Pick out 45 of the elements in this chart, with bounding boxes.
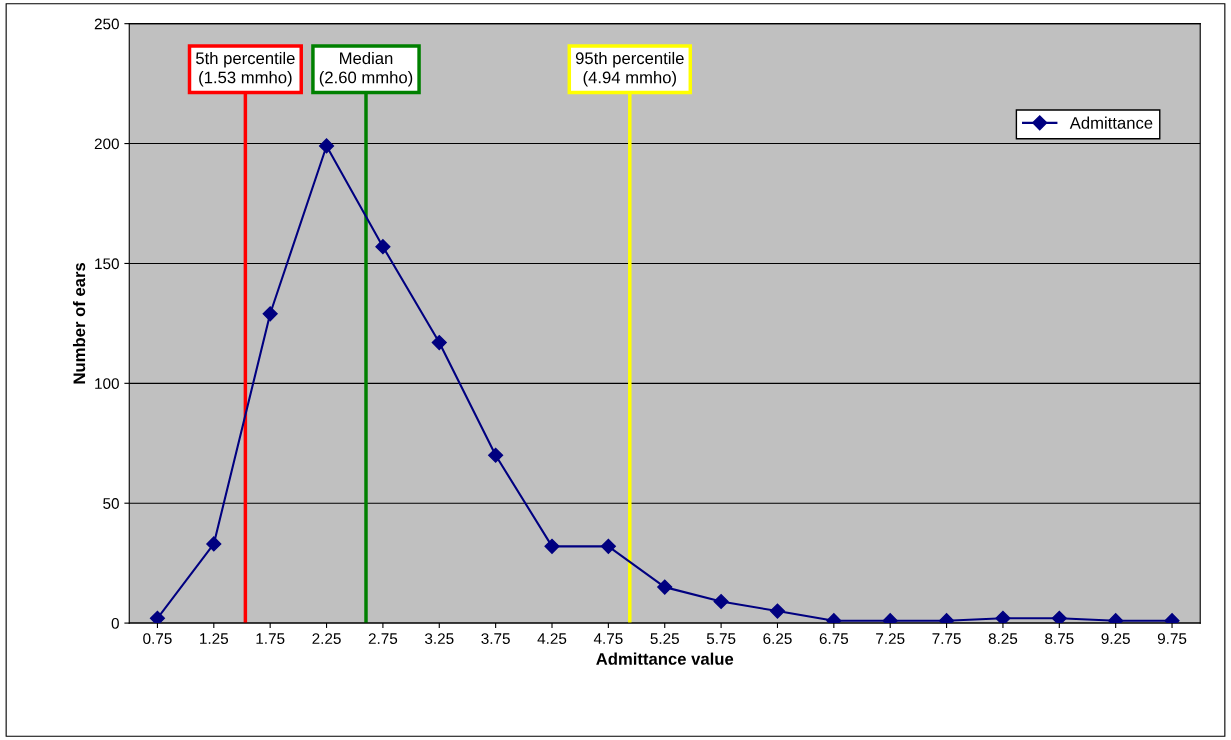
x-tick-label: 6.25 (763, 633, 792, 645)
point (206, 536, 222, 552)
x-tick-label: 8.25 (988, 633, 1018, 645)
point (1051, 610, 1067, 624)
y-tick-label: 250 (94, 18, 119, 30)
point (431, 334, 447, 351)
x-tick-label: 2.75 (368, 633, 398, 645)
x-tick-label: 9.25 (1101, 633, 1130, 645)
point (713, 593, 729, 610)
x-tick-label: 3.25 (424, 633, 454, 645)
x-tick-label: 8.75 (1045, 633, 1074, 645)
y-axis-title: Number of ears (72, 262, 86, 384)
y-tick-label: 150 (95, 258, 119, 270)
x-tick-label: 4.25 (537, 633, 567, 645)
point (600, 538, 616, 554)
point (995, 610, 1011, 624)
y-tick-label: 200 (94, 138, 119, 150)
x-tick-label: 1.25 (200, 633, 229, 645)
point (657, 579, 673, 595)
x-tick-label: 5.25 (650, 633, 679, 645)
y-tick-label: 0 (111, 617, 119, 629)
point (318, 138, 335, 154)
ref-line-label: Median (2.60 mmho) (319, 51, 413, 87)
x-tick-label: 4.75 (593, 633, 623, 645)
point (488, 447, 504, 463)
point (375, 239, 391, 255)
point (262, 306, 278, 322)
ref-line-label: 5th percentile (1.53 mmho) (196, 51, 295, 87)
x-tick-label: 9.75 (1157, 633, 1187, 645)
x-tick-label: 3.75 (481, 633, 510, 645)
x-tick-label: 0.75 (143, 633, 172, 645)
x-tick-label: 1.75 (256, 633, 285, 645)
ref-line-label: 95th percentile (4.94 mmho) (575, 51, 684, 87)
point (769, 603, 786, 619)
y-tick-label: 100 (95, 378, 119, 390)
legend-label: Admittance (1069, 116, 1153, 129)
x-tick-label: 6.75 (819, 633, 849, 645)
x-tick-label: 7.75 (932, 633, 961, 645)
x-tick-label: 2.25 (312, 633, 341, 645)
point (544, 538, 560, 554)
x-tick-label: 7.25 (876, 633, 905, 645)
point (149, 610, 166, 624)
x-tick-label: 5.75 (706, 633, 736, 645)
x-axis-title: Admittance value (596, 652, 734, 665)
y-tick-label: 50 (103, 498, 119, 509)
